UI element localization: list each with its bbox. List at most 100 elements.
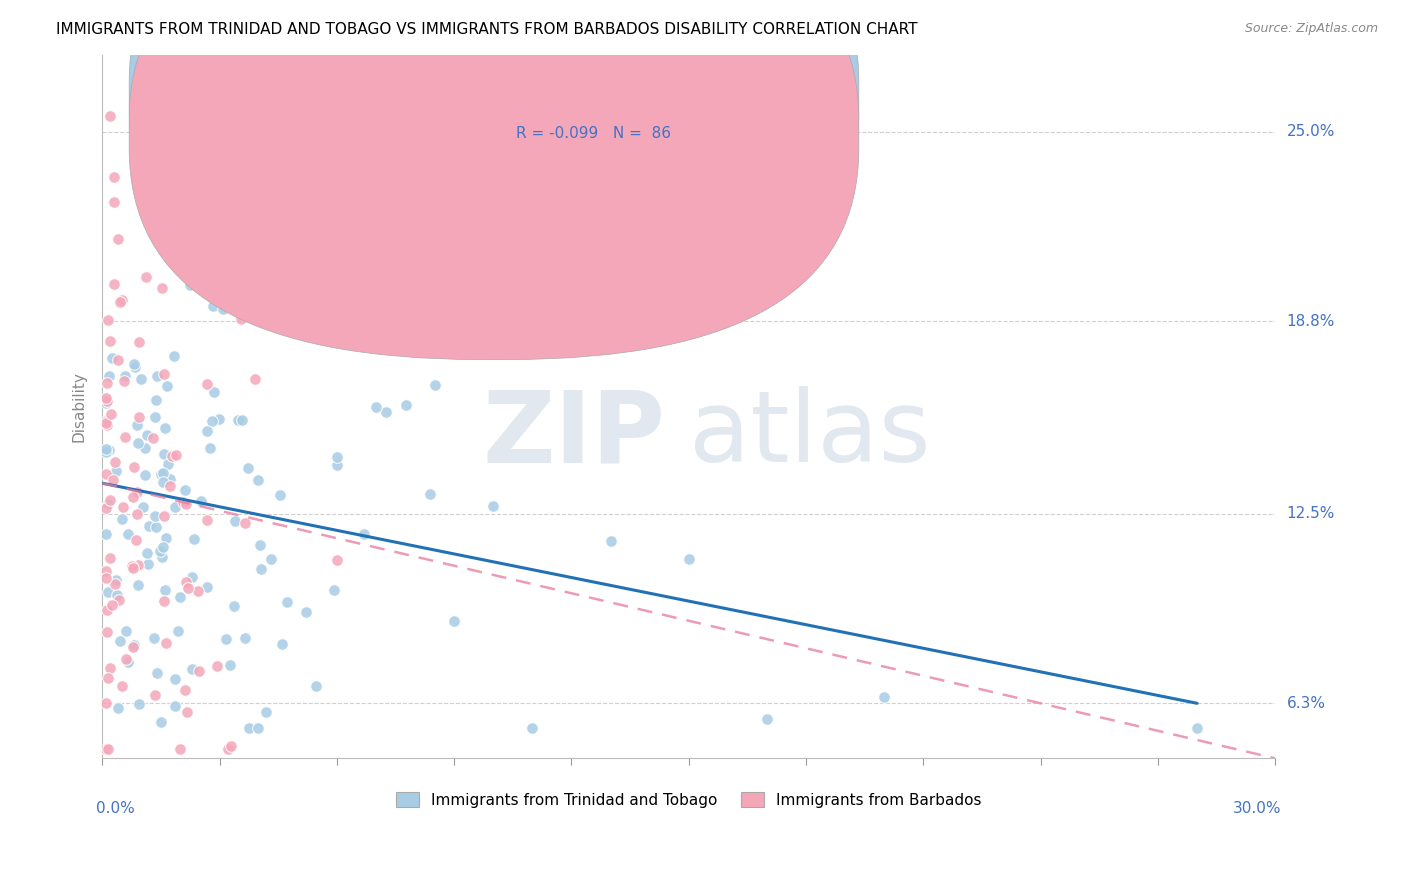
Point (224, 599, 246, 613)
Text: Source: ZipAtlas.com: Source: ZipAtlas.com (1244, 22, 1378, 36)
Point (136, 557, 159, 571)
Point (215, 261, 238, 276)
Point (167, 624, 190, 638)
Point (155, 635, 177, 649)
Point (143, 509, 166, 524)
Point (156, 378, 179, 392)
Text: IMMIGRANTS FROM TRINIDAD AND TOBAGO VS IMMIGRANTS FROM BARBADOS DISABILITY CORRE: IMMIGRANTS FROM TRINIDAD AND TOBAGO VS I… (56, 22, 918, 37)
Point (143, 688, 166, 702)
Point (128, 410, 150, 425)
Point (180, 570, 202, 584)
Point (163, 500, 186, 514)
Point (271, 637, 294, 651)
Point (103, 195, 125, 210)
Point (246, 721, 269, 735)
Point (212, 301, 235, 316)
Point (207, 658, 229, 673)
Point (173, 495, 195, 509)
Point (104, 577, 127, 591)
Point (195, 377, 218, 392)
Point (152, 475, 174, 489)
Point (104, 574, 127, 588)
Point (163, 699, 186, 714)
Point (163, 672, 186, 686)
Point (235, 516, 257, 531)
FancyBboxPatch shape (129, 0, 859, 322)
Point (124, 78, 146, 93)
Point (204, 385, 226, 400)
Point (111, 679, 134, 693)
Text: 30.0%: 30.0% (1233, 800, 1281, 815)
Point (94, 415, 117, 429)
Point (122, 638, 145, 652)
Point (129, 372, 152, 386)
Point (325, 450, 347, 464)
Point (169, 591, 191, 605)
Point (103, 170, 125, 185)
Point (226, 413, 249, 427)
Point (224, 514, 246, 528)
Point (142, 432, 165, 446)
Point (127, 435, 149, 450)
Point (873, 690, 896, 704)
Point (100, 351, 122, 366)
Point (96, 376, 118, 390)
Point (96, 417, 118, 432)
Text: R = -0.099   N =  86: R = -0.099 N = 86 (516, 127, 671, 142)
Point (105, 464, 128, 478)
Point (250, 562, 273, 576)
Point (326, 458, 349, 473)
Point (269, 488, 291, 502)
Point (153, 509, 176, 524)
Point (97, 313, 120, 327)
Point (136, 427, 159, 442)
Point (97, 442, 120, 457)
Point (295, 605, 318, 619)
Point (231, 413, 253, 427)
Text: ZIP: ZIP (482, 386, 665, 483)
Y-axis label: Disability: Disability (72, 371, 86, 442)
Point (103, 473, 125, 487)
Point (101, 598, 124, 612)
Point (150, 550, 173, 565)
Point (246, 473, 269, 487)
Point (134, 442, 156, 456)
Point (322, 583, 344, 598)
Point (153, 368, 176, 382)
Point (522, 721, 544, 735)
Point (149, 543, 172, 558)
Point (259, 552, 281, 566)
Point (150, 714, 173, 729)
Point (138, 519, 160, 533)
Point (100, 493, 122, 508)
Point (208, 411, 231, 425)
Point (122, 560, 145, 574)
Point (121, 558, 143, 573)
Point (202, 299, 225, 313)
Point (114, 624, 136, 639)
Text: 25.0%: 25.0% (1286, 124, 1334, 139)
Point (195, 424, 218, 438)
Point (132, 500, 155, 514)
Point (98, 368, 121, 383)
Point (218, 658, 240, 673)
Point (236, 461, 259, 475)
Point (125, 484, 148, 499)
Point (145, 520, 167, 534)
Point (96, 585, 118, 599)
Point (111, 512, 134, 526)
Point (135, 269, 157, 284)
Point (195, 580, 218, 594)
Point (145, 665, 167, 680)
Point (219, 739, 242, 753)
Point (97, 671, 120, 685)
Point (121, 640, 143, 655)
Point (153, 421, 176, 435)
Point (233, 631, 256, 645)
Point (114, 368, 136, 383)
Point (97, 497, 120, 511)
Point (364, 400, 387, 414)
Point (94, 526, 117, 541)
Point (115, 652, 138, 666)
Point (150, 281, 173, 295)
